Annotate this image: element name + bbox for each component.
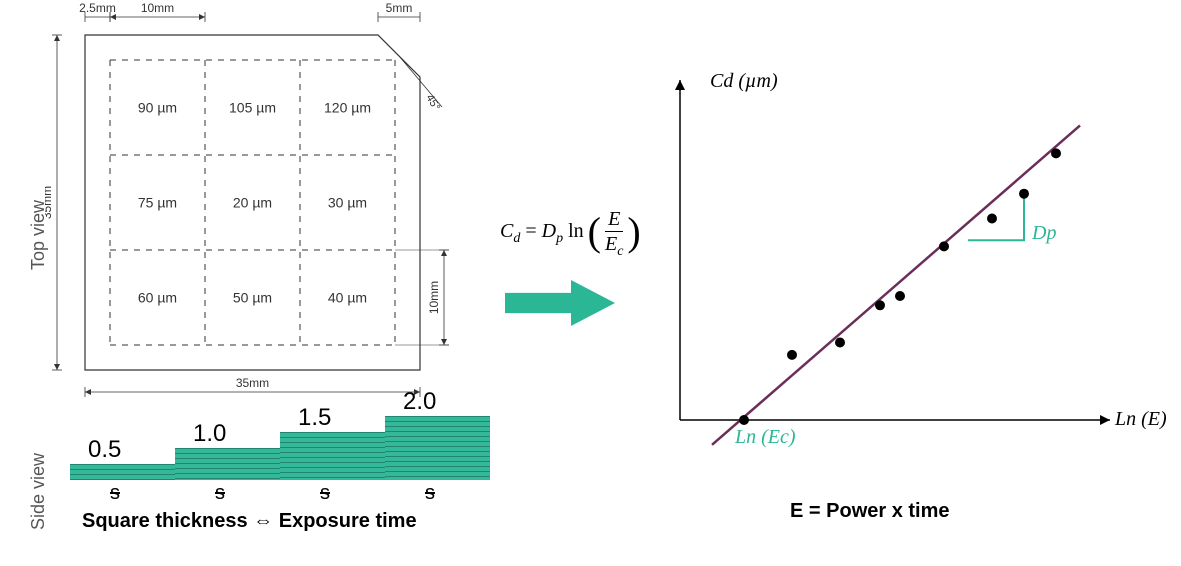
chart-x-label: Ln (E) <box>1115 408 1167 431</box>
side-view-bar <box>175 448 280 480</box>
svg-text:10mm: 10mm <box>427 281 441 314</box>
svg-text:105 µm: 105 µm <box>229 100 276 116</box>
svg-text:40 µm: 40 µm <box>328 290 367 306</box>
chart-dp-label: Dp <box>1032 222 1056 245</box>
label-side-view: Side view <box>28 453 49 530</box>
svg-text:90 µm: 90 µm <box>138 100 177 116</box>
chart-caption: E = Power x time <box>790 500 950 523</box>
working-curve-chart <box>640 60 1150 460</box>
side-view-s: s <box>110 482 120 505</box>
svg-text:5mm: 5mm <box>386 1 413 15</box>
equation: Cd = Dp ln(EEc) <box>500 208 641 259</box>
side-view-s: s <box>320 482 330 505</box>
side-view-value: 2.0 <box>403 388 436 416</box>
svg-text:35mm: 35mm <box>236 376 269 390</box>
side-view-value: 0.5 <box>88 436 121 464</box>
svg-text:35mm: 35mm <box>45 186 54 219</box>
chart-ec-label: Ln (Ec) <box>735 426 796 449</box>
side-view-value: 1.5 <box>298 404 331 432</box>
svg-text:75 µm: 75 µm <box>138 195 177 211</box>
side-view-value: 1.0 <box>193 420 226 448</box>
side-view-s: s <box>425 482 435 505</box>
side-view-s: s <box>215 482 225 505</box>
side-view-bar <box>385 416 490 480</box>
top-view-diagram: 90 µm 105 µm 120 µm 75 µm 20 µm 30 µm 60 µm 50 … <box>45 0 485 420</box>
side-view-bar <box>280 432 385 480</box>
side-view-bar <box>70 464 175 480</box>
svg-text:10mm: 10mm <box>141 1 174 15</box>
svg-text:60 µm: 60 µm <box>138 290 177 306</box>
svg-text:45°: 45° <box>423 93 442 113</box>
svg-text:20 µm: 20 µm <box>233 195 272 211</box>
svg-text:120 µm: 120 µm <box>324 100 371 116</box>
svg-text:30 µm: 30 µm <box>328 195 367 211</box>
chart-y-label: Cd (µm) <box>710 70 778 93</box>
arrow-icon <box>505 280 615 326</box>
svg-text:50 µm: 50 µm <box>233 290 272 306</box>
side-view-caption: Square thickness ⇔ Exposure time <box>82 510 417 533</box>
